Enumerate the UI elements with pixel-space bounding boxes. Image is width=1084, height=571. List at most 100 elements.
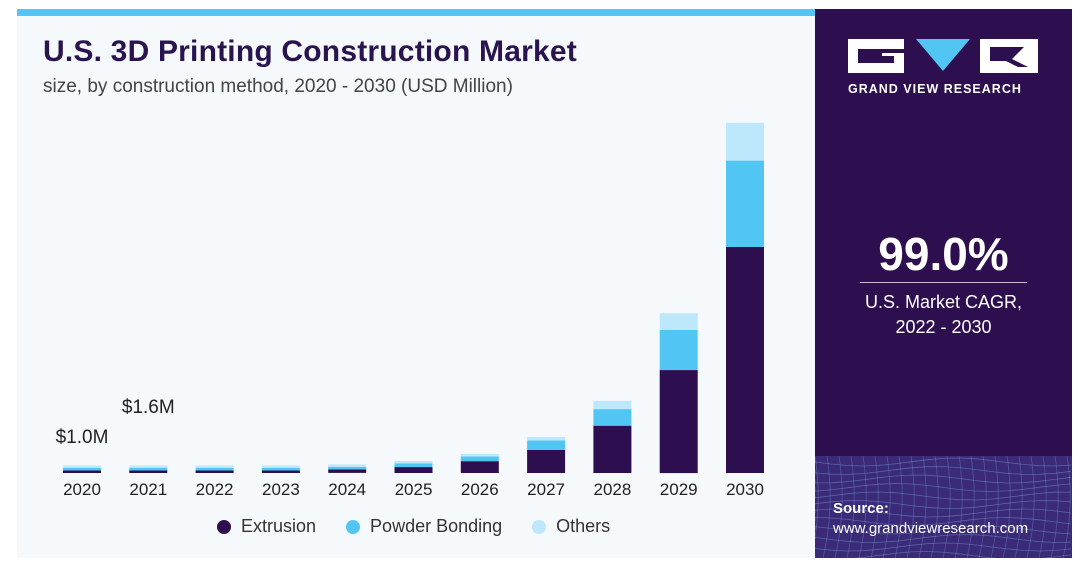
decoration-line <box>815 500 1072 509</box>
bar-segment-extrusion-2023 <box>261 470 300 473</box>
decoration-line <box>815 551 1072 558</box>
bar-segment-extrusion-2030 <box>726 247 764 473</box>
decoration-line <box>815 542 1072 552</box>
x-tick-label: 2030 <box>726 480 764 499</box>
bar-segment-others-2024 <box>328 464 367 467</box>
bar-segment-powder-bonding-2029 <box>659 329 698 370</box>
decoration-line <box>978 456 987 558</box>
x-tick-label: 2021 <box>129 480 167 499</box>
decoration-line <box>882 456 891 558</box>
bar-segment-others-2030 <box>726 122 764 161</box>
bar-segment-others-2022 <box>195 465 234 468</box>
bar-segment-powder-bonding-2024 <box>328 466 367 470</box>
x-tick-label: 2022 <box>196 480 234 499</box>
decoration-line <box>815 456 819 541</box>
bar-segment-extrusion-2024 <box>328 469 367 473</box>
chart-card: U.S. 3D Printing Construction Market siz… <box>17 9 1072 558</box>
bar-segment-others-2020 <box>63 465 101 468</box>
bar-segment-others-2028 <box>593 400 632 410</box>
x-tick-label: 2024 <box>328 480 366 499</box>
decoration-line <box>894 456 903 558</box>
bar-segment-powder-bonding-2022 <box>195 468 234 471</box>
decoration-line <box>815 525 1072 535</box>
legend-swatch <box>346 519 361 534</box>
bar-segment-powder-bonding-2021 <box>129 468 168 471</box>
legend-swatch <box>532 519 547 534</box>
decoration-line <box>966 456 975 558</box>
x-tick-label: 2020 <box>63 480 101 499</box>
decoration-line <box>815 517 1072 526</box>
x-tick-label: 2023 <box>262 480 300 499</box>
decoration-line <box>815 534 1072 543</box>
x-tick-label: 2026 <box>461 480 499 499</box>
cagr-label-line2: 2022 - 2030 <box>895 317 992 337</box>
bar-segment-powder-bonding-2020 <box>63 468 101 471</box>
decoration-line <box>815 457 1072 467</box>
legend-swatch <box>217 519 231 534</box>
bar-segment-extrusion-2020 <box>63 470 101 473</box>
decoration-line <box>954 456 963 558</box>
legend-label: Extrusion <box>241 516 317 536</box>
sidebar-panel: GRAND VIEW RESEARCH 99.0% U.S. Market CA… <box>815 9 1072 558</box>
decoration-background <box>815 456 1072 558</box>
bar-segment-others-2023 <box>261 465 300 468</box>
bar-segment-extrusion-2027 <box>527 449 566 473</box>
decoration-line <box>1062 456 1071 558</box>
cagr-label-line1: U.S. Market CAGR, <box>864 292 1023 312</box>
decoration-line <box>1038 456 1047 558</box>
decoration-line <box>906 456 915 558</box>
bar-chart: 2020 2021 2022 2023 2024 2025 2026 2027 2028 2029… <box>56 122 764 499</box>
decoration-line <box>822 456 831 558</box>
bar-segment-extrusion-2025 <box>394 467 433 473</box>
data-label: $1.0M <box>56 427 109 448</box>
decoration-line <box>815 483 1072 492</box>
bar-segment-others-2026 <box>460 453 499 457</box>
source-label: Source: <box>833 500 889 517</box>
decoration-line <box>990 456 999 558</box>
decoration-line <box>815 466 1072 475</box>
accent-bar <box>17 9 815 16</box>
x-tick-label: 2028 <box>593 480 631 499</box>
bar-segment-extrusion-2029 <box>659 370 698 474</box>
bar-segment-powder-bonding-2030 <box>726 160 764 247</box>
brand-name: GRAND VIEW RESEARCH <box>848 82 1022 96</box>
divider <box>860 282 1027 283</box>
cagr-value: 99.0% <box>878 228 1009 280</box>
decoration-line <box>815 491 1072 501</box>
chart-subtitle: size, by construction method, 2020 - 203… <box>43 76 513 97</box>
source-block: Source: www.grandviewresearch.com <box>833 499 1028 539</box>
x-tick-label: 2029 <box>660 480 698 499</box>
bar-segment-powder-bonding-2025 <box>394 463 433 467</box>
decoration-line <box>815 474 1072 484</box>
wave-grid-decoration <box>815 456 1072 558</box>
decoration-line <box>1050 456 1059 558</box>
decoration-line <box>1026 456 1035 558</box>
source-url: www.grandviewresearch.com <box>833 520 1029 537</box>
grand-view-logo-icon <box>848 39 1038 73</box>
legend-label: Powder Bonding <box>370 516 503 536</box>
legend-item: Powder Bonding <box>346 516 502 537</box>
bar-segment-extrusion-2028 <box>593 425 632 473</box>
bar-segment-powder-bonding-2028 <box>593 409 632 426</box>
bar-segment-extrusion-2026 <box>460 461 499 473</box>
legend-item: Extrusion <box>217 516 316 537</box>
decoration-line <box>930 456 939 558</box>
decoration-line <box>858 456 867 558</box>
chart-legend: Extrusion Powder Bonding Others <box>217 516 610 537</box>
legend-label: Others <box>556 516 611 536</box>
bar-segment-extrusion-2022 <box>195 470 234 473</box>
decoration-line <box>918 456 927 558</box>
decoration-line <box>846 456 855 558</box>
bar-segment-others-2021 <box>129 465 168 468</box>
decoration-line <box>834 456 843 558</box>
x-tick-label: 2025 <box>395 480 433 499</box>
legend-item: Others <box>532 516 610 537</box>
decoration-line <box>942 456 951 558</box>
decoration-line <box>1014 456 1023 558</box>
bar-segment-others-2029 <box>659 313 698 330</box>
decoration-line <box>1002 456 1011 558</box>
bar-segment-others-2025 <box>394 461 433 464</box>
data-label: $1.6M <box>122 397 175 418</box>
decoration-line <box>815 508 1072 518</box>
chart-title: U.S. 3D Printing Construction Market <box>43 35 577 68</box>
